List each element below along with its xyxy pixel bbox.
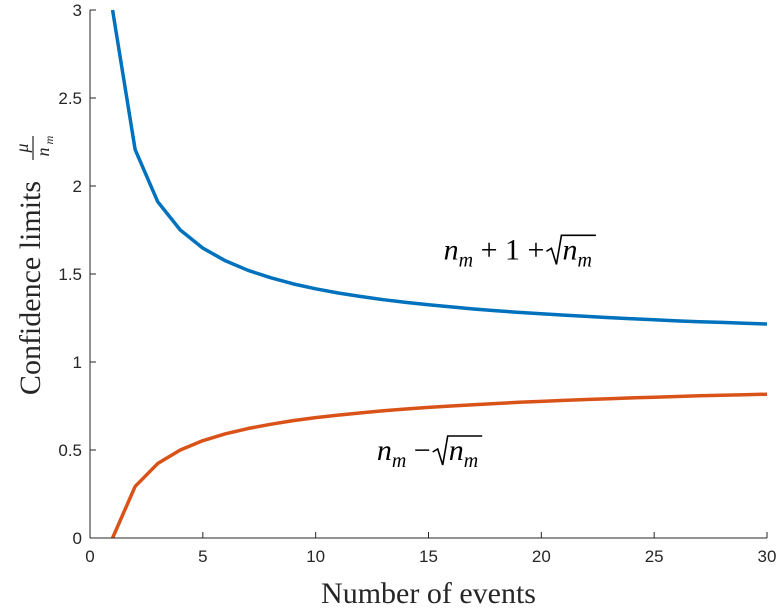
x-axis-title: Number of events [321, 577, 536, 608]
y-axis-fraction-denominator: n [33, 148, 53, 157]
y-axis-title-group: Confidence limits μ nm [12, 135, 56, 395]
y-axis-fraction-numerator: μ [12, 143, 32, 153]
y-tick-label: 0.5 [58, 441, 82, 460]
x-tick-label: 5 [198, 547, 207, 566]
sqrt-sign [432, 435, 483, 466]
y-axis-fraction-subscript: m [42, 135, 56, 144]
upper-limit-series-line [110, 9, 768, 326]
sqrt-argument: nm [449, 434, 478, 472]
x-tick-label: 25 [645, 547, 664, 566]
y-ticks: 0 0.5 1 1.5 2 2.5 3 [58, 1, 96, 548]
x-tick-label: 30 [758, 547, 777, 566]
sqrt-argument: nm [562, 233, 591, 271]
lower-curve-formula: nm − nm [377, 434, 483, 472]
formula-text: nm − [377, 434, 431, 472]
upper-curve-formula: nm + 1 + nm [444, 233, 596, 271]
x-tick-label: 15 [419, 547, 438, 566]
lower-limit-series-line [110, 392, 768, 538]
y-axis-title: Confidence limits [14, 181, 47, 395]
y-tick-label: 1 [73, 353, 82, 372]
x-tick-label: 10 [306, 547, 325, 566]
x-tick-label: 20 [532, 547, 551, 566]
sqrt-sign [546, 234, 596, 265]
series-layer [110, 9, 768, 538]
y-tick-label: 2.5 [58, 89, 82, 108]
y-tick-label: 0 [73, 529, 82, 548]
y-tick-label: 3 [73, 1, 82, 20]
formula-text: nm + 1 + [444, 233, 545, 271]
x-tick-label: 0 [85, 547, 94, 566]
x-ticks: 0 5 10 15 20 25 30 [85, 532, 776, 566]
y-tick-label: 1.5 [58, 265, 82, 284]
y-tick-label: 2 [73, 177, 82, 196]
